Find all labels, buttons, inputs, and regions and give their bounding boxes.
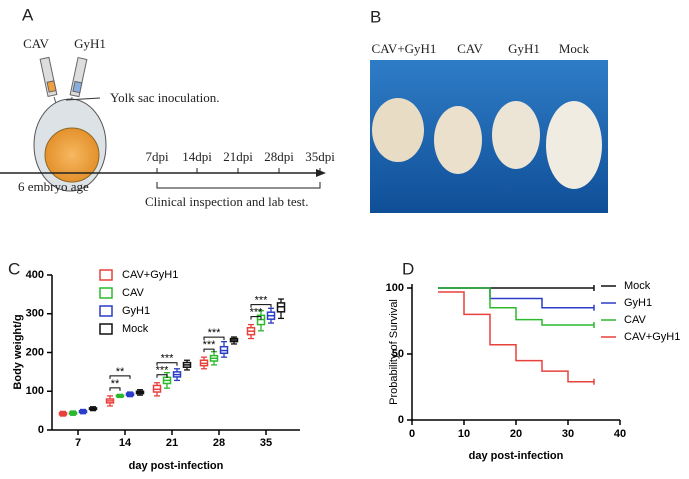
significance-label: *** (250, 307, 264, 319)
arrowhead (316, 169, 326, 177)
y-tick-label: 300 (26, 308, 44, 320)
group-label: CAV (457, 41, 483, 56)
significance-bracket (156, 362, 178, 366)
legend-label: CAV (624, 314, 646, 326)
panel-label: D (402, 259, 414, 278)
significance-bracket (203, 336, 225, 341)
x-tick-label: 20 (510, 428, 522, 440)
legend-swatch (99, 269, 113, 281)
legend-label: CAV+GyH1 (624, 331, 680, 343)
legend-label: GyH1 (122, 305, 150, 317)
y-tick-label: 0 (38, 424, 44, 436)
x-tick-label: 30 (562, 428, 574, 440)
significance-bracket (156, 374, 168, 378)
yolk (44, 127, 100, 183)
syringe-label: CAV (23, 36, 49, 51)
y-tick-label: 200 (26, 346, 44, 358)
significance-label: *** (161, 353, 175, 365)
x-tick-label: 7 (75, 437, 81, 449)
panel-label: A (22, 5, 34, 24)
legend-label: CAV (122, 287, 144, 299)
y-tick-label: 400 (26, 269, 44, 281)
survival-chart: D 0 50 100 0 10 20 30 40 Probability of Survival d… (386, 259, 681, 461)
significance-label: ** (116, 366, 125, 378)
panel-label: C (8, 259, 20, 278)
timepoints: 7dpi 14dpi 21dpi 28dpi 35dpi (145, 149, 335, 173)
legend-label: Mock (624, 280, 651, 292)
bracket (156, 182, 321, 189)
significance-label: *** (203, 339, 217, 351)
timepoint-label: 14dpi (182, 149, 212, 164)
x-tick-label: 21 (166, 437, 178, 449)
y-tick-label: 0 (398, 414, 404, 426)
y-axis-label: Body weight/g (12, 314, 24, 389)
y-tick-label: 50 (392, 348, 404, 360)
group-label: Mock (559, 41, 590, 56)
significance-bracket (203, 348, 215, 353)
timepoint-label: 28dpi (264, 149, 294, 164)
significance-bracket (109, 375, 131, 379)
x-tick-label: 35 (260, 437, 272, 449)
timepoint-label: 35dpi (305, 149, 335, 164)
significance-bracket (250, 316, 262, 320)
x-axis-label: day post-infection (129, 460, 224, 472)
legend-swatch (99, 305, 113, 317)
inoculation-label: Yolk sac inoculation. (110, 90, 220, 105)
embryo-age: 6 embryo age (18, 179, 89, 194)
syringe-label: GyH1 (74, 36, 106, 51)
significance-label: *** (156, 365, 170, 377)
panel-label: B (370, 7, 381, 26)
y-axis-label: Probability of Survival (388, 299, 400, 405)
photo (370, 60, 608, 213)
significance-label: ** (111, 378, 120, 390)
box-chart: C 0 100 200 300 400 Body weight/g day post-infe… (8, 259, 300, 472)
x-axis-label: day post-infection (469, 450, 564, 462)
y-tick-label: 100 (386, 282, 404, 294)
x-tick-label: 10 (458, 428, 470, 440)
survival-line (438, 287, 595, 328)
timepoint-label: 7dpi (145, 149, 169, 164)
legend-label: Mock (122, 323, 149, 335)
significance-bracket (250, 304, 272, 308)
timepoint-label: 21dpi (223, 149, 253, 164)
pointer (65, 97, 101, 101)
x-tick-label: 14 (119, 437, 132, 449)
legend-label: GyH1 (624, 297, 652, 309)
legend-label: CAV+GyH1 (122, 269, 178, 281)
legend-swatch (99, 323, 113, 335)
x-tick-label: 28 (213, 437, 225, 449)
legend-swatch (99, 287, 113, 299)
significance-label: *** (255, 295, 269, 307)
x-tick-label: 0 (409, 428, 415, 440)
timeline-label: Clinical inspection and lab test. (145, 194, 309, 209)
group-label: CAV+GyH1 (372, 41, 437, 56)
x-tick-label: 40 (614, 428, 626, 440)
group-label: GyH1 (508, 41, 540, 56)
significance-bracket (109, 387, 121, 391)
significance-label: *** (208, 327, 222, 339)
y-tick-label: 100 (26, 385, 44, 397)
survival-line (438, 291, 595, 385)
